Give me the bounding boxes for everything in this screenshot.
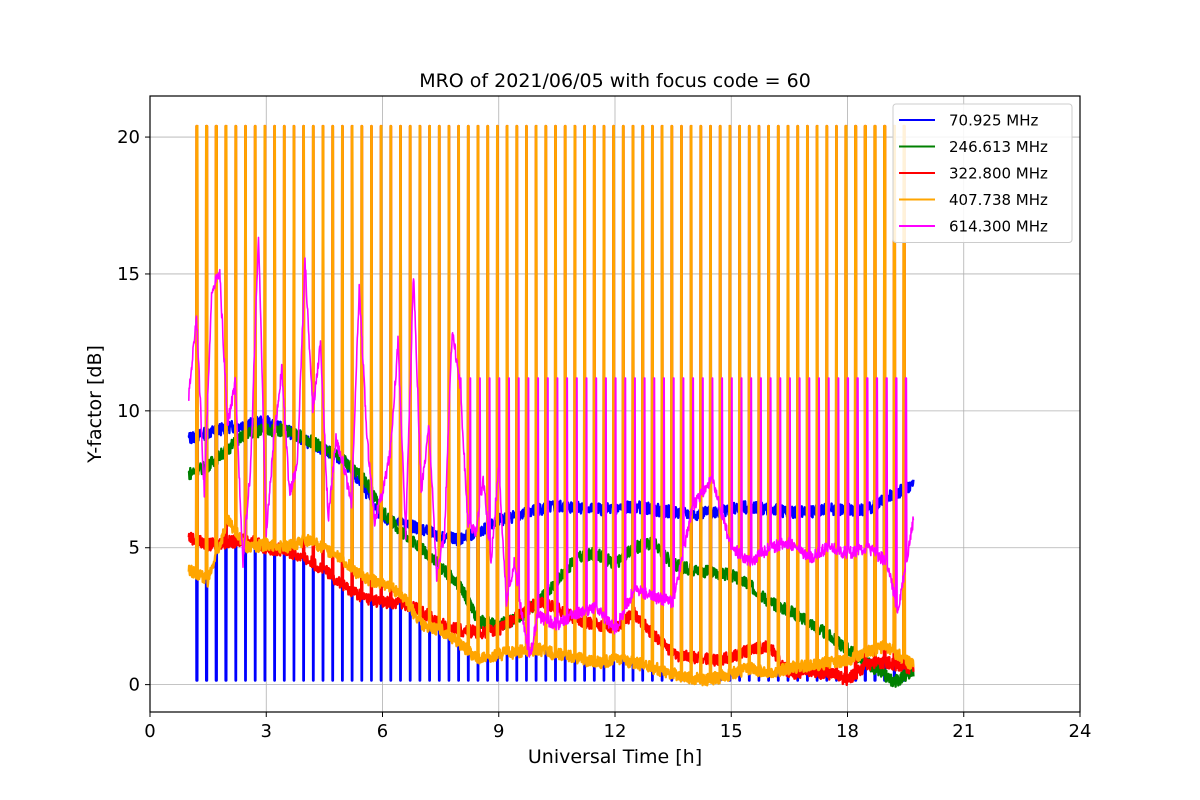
- x-tick-label: 15: [720, 721, 743, 742]
- y-tick-label: 0: [129, 675, 140, 696]
- y-tick-label: 5: [129, 538, 140, 559]
- x-axis-label: Universal Time [h]: [528, 746, 702, 768]
- ticks: 0 3 6 9 12 15 18 21 24 0 5 10 15 20: [117, 127, 1091, 742]
- x-tick-label: 18: [836, 721, 859, 742]
- series-line-5: [188, 236, 915, 658]
- y-tick-label: 20: [117, 127, 140, 148]
- x-tick-label: 0: [144, 721, 155, 742]
- legend-entry: 407.738 MHz: [949, 191, 1048, 209]
- y-tick-label: 15: [117, 264, 140, 285]
- legend-entry: 614.300 MHz: [949, 218, 1048, 236]
- plot-series: [187, 124, 915, 688]
- x-tick-label: 9: [493, 721, 504, 742]
- x-tick-label: 12: [604, 721, 627, 742]
- x-tick-label: 24: [1069, 721, 1092, 742]
- x-tick-label: 6: [377, 721, 388, 742]
- legend: 70.925 MHz 246.613 MHz 322.800 MHz 407.738 …: [892, 103, 1073, 243]
- y-tick-label: 10: [117, 401, 140, 422]
- chart-title: MRO of 2021/06/05 with focus code = 60: [419, 70, 811, 92]
- legend-entry: 322.800 MHz: [949, 165, 1048, 183]
- x-tick-label: 21: [952, 721, 975, 742]
- series-line-2: [187, 422, 915, 688]
- series-line-3: [187, 124, 915, 687]
- y-axis-label: Y-factor [dB]: [84, 345, 106, 464]
- legend-entry: 70.925 MHz: [949, 112, 1038, 130]
- x-tick-label: 3: [261, 721, 272, 742]
- legend-box: [892, 103, 1073, 243]
- legend-entry: 246.613 MHz: [949, 138, 1048, 156]
- series-line-4: [187, 124, 915, 687]
